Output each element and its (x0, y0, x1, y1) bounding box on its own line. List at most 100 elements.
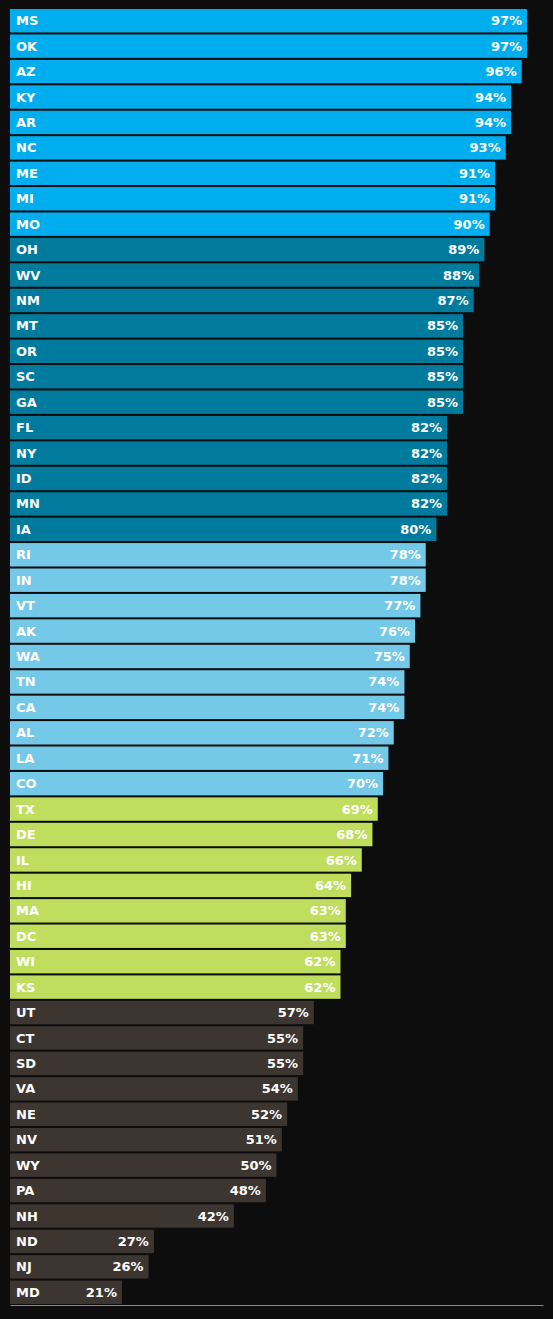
value-label: 82% (411, 496, 442, 511)
category-label: KY (16, 90, 36, 105)
category-label: KS (16, 980, 35, 995)
labels: MSOKAZKYARNCMEMIMOOHWVNMMTORSCGAFLNYIDMN… (16, 13, 522, 1300)
bar (10, 340, 463, 363)
bar (10, 1128, 282, 1151)
category-label: CA (16, 700, 36, 715)
category-label: HI (16, 878, 32, 893)
value-label: 77% (384, 598, 415, 613)
bar (10, 747, 388, 770)
bar (10, 441, 447, 464)
category-label: DE (16, 827, 36, 842)
category-label: WI (16, 954, 35, 969)
category-label: ID (16, 471, 32, 486)
value-label: 72% (358, 725, 389, 740)
category-label: VT (16, 598, 35, 613)
category-label: DC (16, 929, 36, 944)
bar (10, 772, 383, 795)
value-label: 97% (491, 39, 522, 54)
bar (10, 314, 463, 337)
bar (10, 975, 340, 998)
value-label: 42% (198, 1209, 229, 1224)
value-label: 91% (459, 191, 490, 206)
plot: MSOKAZKYARNCMEMIMOOHWVNMMTORSCGAFLNYIDMN… (10, 9, 544, 1305)
bar (10, 1153, 277, 1176)
category-label: ME (16, 166, 38, 181)
category-label: NE (16, 1107, 36, 1122)
bar (10, 950, 340, 973)
value-label: 85% (427, 369, 458, 384)
value-label: 69% (342, 802, 373, 817)
value-label: 74% (368, 700, 399, 715)
category-label: OK (16, 39, 38, 54)
bar (10, 1052, 303, 1075)
value-label: 66% (326, 853, 357, 868)
bar (10, 543, 426, 566)
value-label: 93% (470, 140, 501, 155)
value-label: 82% (411, 471, 442, 486)
category-label: LA (16, 751, 34, 766)
bar (10, 518, 436, 541)
bars (10, 9, 527, 1304)
bar (10, 619, 415, 642)
value-label: 76% (379, 624, 410, 639)
bar (10, 416, 447, 439)
value-label: 21% (86, 1285, 117, 1300)
bar (10, 594, 420, 617)
bar (10, 365, 463, 388)
bar (10, 111, 511, 134)
value-label: 90% (454, 217, 485, 232)
value-label: 88% (443, 268, 474, 283)
bar (10, 1230, 154, 1253)
category-label: NM (16, 293, 40, 308)
category-label: IL (16, 853, 29, 868)
value-label: 64% (315, 878, 346, 893)
bar (10, 162, 495, 185)
value-label: 94% (475, 115, 506, 130)
category-label: MO (16, 217, 40, 232)
category-label: CO (16, 776, 37, 791)
category-label: VA (16, 1081, 35, 1096)
category-label: AL (16, 725, 34, 740)
bar (10, 823, 372, 846)
category-label: TX (16, 802, 35, 817)
value-label: 55% (267, 1031, 298, 1046)
category-label: SC (16, 369, 35, 384)
value-label: 52% (251, 1107, 282, 1122)
bar (10, 390, 463, 413)
category-label: UT (16, 1005, 36, 1020)
value-label: 96% (486, 64, 517, 79)
bar (10, 696, 404, 719)
category-label: OH (16, 242, 38, 257)
category-label: RI (16, 547, 31, 562)
category-label: NC (16, 140, 36, 155)
bar (10, 1255, 149, 1278)
category-label: IA (16, 522, 31, 537)
bar (10, 1179, 266, 1202)
category-label: MS (16, 13, 38, 28)
bar (10, 289, 474, 312)
bar (10, 899, 346, 922)
value-label: 70% (347, 776, 378, 791)
bar (10, 1103, 287, 1126)
value-label: 48% (230, 1183, 261, 1198)
bar (10, 848, 362, 871)
category-label: WV (16, 268, 40, 283)
value-label: 50% (240, 1158, 271, 1173)
value-label: 62% (304, 980, 335, 995)
value-label: 85% (427, 344, 458, 359)
value-label: 80% (400, 522, 431, 537)
category-label: MA (16, 903, 39, 918)
bar (10, 238, 484, 261)
bar (10, 797, 378, 820)
category-label: MI (16, 191, 34, 206)
value-label: 57% (278, 1005, 309, 1020)
bar (10, 136, 506, 159)
value-label: 87% (438, 293, 469, 308)
value-label: 62% (304, 954, 335, 969)
value-label: 78% (390, 573, 421, 588)
category-label: WY (16, 1158, 40, 1173)
bar (10, 1026, 303, 1049)
bar (10, 467, 447, 490)
category-label: IN (16, 573, 32, 588)
value-label: 63% (310, 903, 341, 918)
